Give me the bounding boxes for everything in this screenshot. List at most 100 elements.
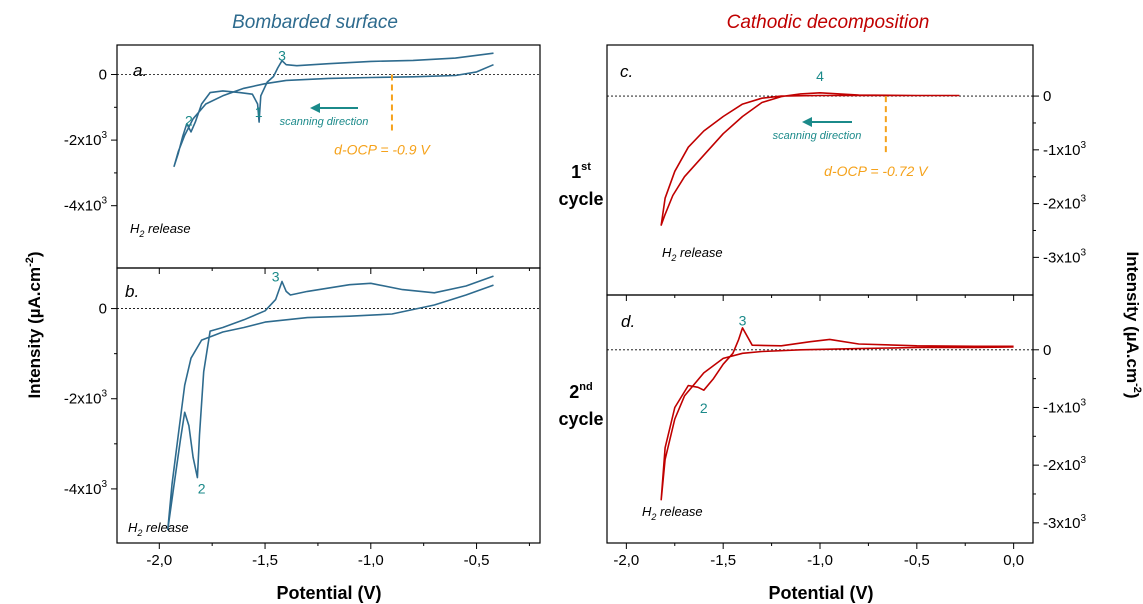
h2-subscript: 2 — [650, 512, 656, 522]
cycle-1-num: 1 — [571, 162, 581, 182]
y-tick-label: 0 — [1043, 88, 1051, 105]
h2-main: H — [128, 520, 138, 535]
right-ylabel-close: ) — [1123, 393, 1142, 399]
h2-release-label: H2 release — [128, 520, 189, 538]
x-tick-label: -0,5 — [904, 552, 930, 569]
y-tick-mantissa: 0 — [1043, 342, 1051, 359]
h2-release-label: H2 release — [642, 504, 703, 522]
panel-b: -2,0 -1,5 -1,0 -0,50-2x103-4x103 23b.H2 rele… — [64, 267, 541, 569]
x-tick-label: -1,5 — [252, 552, 278, 569]
h2-main: H — [130, 221, 140, 236]
panel-d: -2,0 -1,5 -1,0 -0,5 0,00-1x103-2x103-3x10323… — [606, 294, 1087, 569]
h2-rest: release — [144, 221, 190, 236]
y-tick-label: -3x103 — [1043, 247, 1087, 266]
left-y-axis-label: Intensity (µA.cm-2) — [24, 251, 44, 398]
x-tick-label: -2,0 — [146, 552, 172, 569]
h2-rest: release — [676, 245, 722, 260]
y-tick-label: -2x103 — [64, 389, 108, 408]
y-tick-exponent: 3 — [101, 196, 107, 207]
right-ylabel-main: Intensity (µA.cm — [1123, 251, 1142, 383]
ocp-label: d-OCP = -0.72 V — [824, 163, 929, 179]
cycle-1-word: cycle — [558, 189, 603, 209]
scanning-arrow-head — [310, 103, 320, 113]
panel-letter: c. — [620, 62, 633, 81]
y-tick-label: -2x103 — [64, 130, 108, 149]
peak-label-1: 1 — [255, 104, 263, 120]
y-tick-exponent: 3 — [1081, 247, 1087, 258]
panel-letter: d. — [621, 312, 635, 331]
y-tick-label: -2x103 — [1043, 194, 1087, 213]
cycle-2-sup: nd — [579, 381, 592, 393]
cycle-2-word: cycle — [558, 409, 603, 429]
y-tick-mantissa: -2x10 — [1043, 457, 1081, 474]
h2-subscript: 2 — [136, 528, 142, 538]
y-tick-mantissa: -2x10 — [1043, 196, 1081, 213]
y-tick-mantissa: 0 — [1043, 88, 1051, 105]
peak-label-3: 3 — [739, 313, 747, 329]
y-tick-label: -4x103 — [64, 196, 108, 215]
y-tick-label: 0 — [99, 67, 107, 84]
peak-label-2: 2 — [185, 113, 193, 129]
ocp-label: d-OCP = -0.9 V — [334, 142, 431, 158]
y-tick-mantissa: -3x10 — [1043, 515, 1081, 532]
scanning-arrow-head — [802, 117, 812, 127]
peak-label-2: 2 — [198, 480, 206, 496]
right-x-axis-label: Potential (V) — [768, 583, 873, 603]
cycle-1-sup: st — [581, 161, 591, 173]
scanning-direction-label: scanning direction — [773, 130, 862, 142]
x-tick-label: -2,0 — [613, 552, 639, 569]
cv-curve — [173, 52, 494, 168]
h2-subscript: 2 — [670, 253, 676, 263]
y-tick-label: -2x103 — [1043, 455, 1087, 474]
h2-rest: release — [656, 504, 702, 519]
y-tick-exponent: 3 — [1081, 513, 1087, 524]
y-tick-label: -1x103 — [1043, 140, 1087, 159]
peak-label-2: 2 — [700, 400, 708, 416]
y-tick-mantissa: 0 — [99, 67, 107, 84]
y-tick-exponent: 3 — [1081, 455, 1087, 466]
cv-curve — [167, 275, 494, 531]
x-tick-label: -0,5 — [464, 552, 490, 569]
y-tick-mantissa: -1x10 — [1043, 142, 1081, 159]
y-tick-mantissa: 0 — [99, 301, 107, 318]
scanning-direction-label: scanning direction — [280, 116, 369, 128]
y-tick-mantissa: -4x10 — [64, 198, 102, 215]
cycle-1-label: 1st — [571, 161, 591, 182]
h2-main: H — [642, 504, 652, 519]
y-tick-label: -3x103 — [1043, 513, 1087, 532]
right-y-axis-label: Intensity (µA.cm-2) — [1123, 251, 1143, 398]
x-tick-label: 0,0 — [1003, 552, 1024, 569]
left-ylabel-close: ) — [25, 251, 44, 257]
x-tick-label: -1,0 — [358, 552, 384, 569]
h2-release-label: H2 release — [130, 221, 191, 239]
left-ylabel-main: Intensity (µA.cm — [25, 267, 44, 399]
y-tick-mantissa: -4x10 — [64, 481, 102, 498]
h2-release-label: H2 release — [662, 245, 723, 263]
x-tick-label: -1,0 — [807, 552, 833, 569]
cv-curve — [660, 92, 960, 226]
h2-subscript: 2 — [138, 229, 144, 239]
left-title: Bombarded surface — [232, 12, 398, 33]
right-ylabel-exp: -2 — [1131, 383, 1143, 393]
panel-letter: b. — [125, 282, 139, 301]
cycle-2-num: 2 — [569, 382, 579, 402]
y-tick-mantissa: -2x10 — [64, 391, 102, 408]
cycle-2-label: 2nd — [569, 381, 592, 402]
y-tick-exponent: 3 — [1081, 194, 1087, 205]
y-tick-label: -1x103 — [1043, 397, 1087, 416]
y-tick-label: 0 — [99, 301, 107, 318]
y-tick-mantissa: -2x10 — [64, 132, 102, 149]
y-tick-exponent: 3 — [101, 389, 107, 400]
peak-label-4: 4 — [816, 68, 824, 84]
panel-letter: a. — [133, 61, 147, 80]
h2-main: H — [662, 245, 672, 260]
y-tick-exponent: 3 — [101, 130, 107, 141]
y-tick-exponent: 3 — [101, 479, 107, 490]
left-ylabel-exp: -2 — [24, 257, 36, 267]
y-tick-label: -4x103 — [64, 479, 108, 498]
y-tick-label: 0 — [1043, 342, 1051, 359]
x-tick-label: -1,5 — [710, 552, 736, 569]
right-title: Cathodic decomposition — [727, 12, 930, 33]
